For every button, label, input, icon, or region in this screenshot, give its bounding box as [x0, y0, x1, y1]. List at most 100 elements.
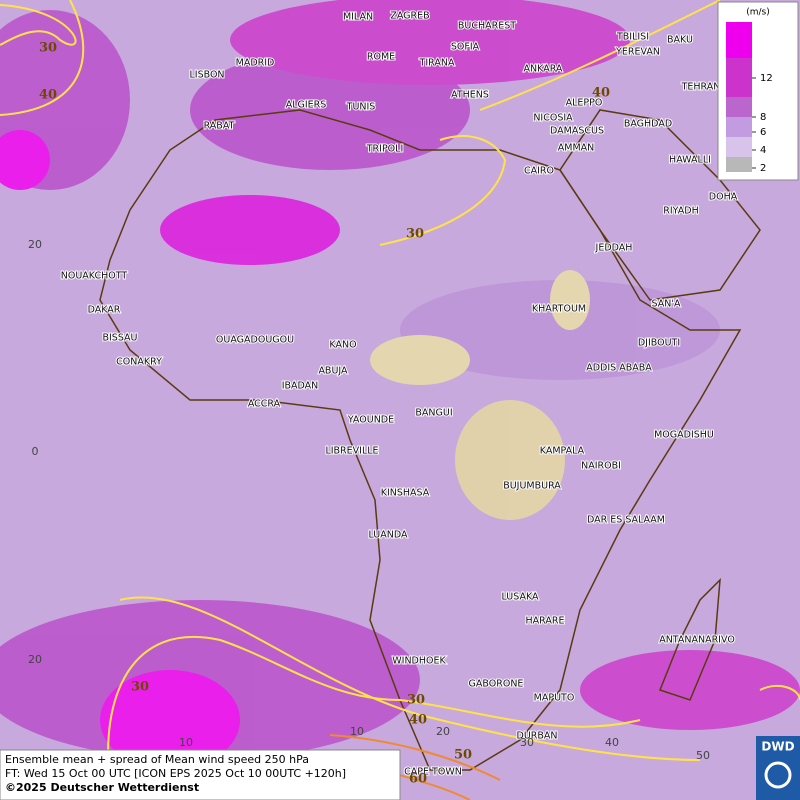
footer-line: FT: Wed 15 Oct 00 UTC [ICON EPS 2025 Oct… [5, 767, 346, 780]
city-label: TBILISI [616, 32, 649, 43]
legend-band [726, 137, 752, 157]
legend-band [726, 157, 752, 172]
city-label: YEREVAN [615, 47, 660, 58]
contour-label: 40 [39, 88, 57, 103]
city-label: LISBON [189, 70, 224, 81]
footer-line: Ensemble mean + spread of Mean wind spee… [5, 753, 309, 766]
contour-label: 60 [409, 772, 427, 787]
city-label: BAKU [667, 35, 693, 46]
lat-label: 20 [28, 653, 42, 666]
city-label: LUSAKA [501, 592, 539, 603]
city-label: AMMAN [558, 143, 595, 154]
city-label: DAMASCUS [550, 126, 604, 137]
contour-label: 40 [592, 86, 610, 101]
city-label: RIYADH [663, 206, 698, 217]
city-label: KAMPALA [540, 446, 585, 457]
city-label: ALGIERS [286, 100, 327, 111]
city-label: BISSAU [102, 333, 137, 344]
wind-fields [0, 0, 800, 770]
city-label: BUJUMBURA [503, 481, 561, 492]
city-label: ROME [367, 52, 395, 63]
city-label: DJIBOUTI [638, 338, 680, 349]
city-label: TEHRAN [681, 82, 721, 93]
city-label: MILAN [343, 12, 373, 23]
city-label: DURBAN [517, 731, 558, 742]
city-label: IBADAN [282, 381, 319, 392]
city-label: CAPE TOWN [404, 767, 462, 778]
city-label: MADRID [236, 58, 275, 69]
contour-label: 30 [407, 693, 425, 708]
logo-text: DWD [761, 740, 794, 754]
city-label: MOGADISHU [654, 430, 714, 441]
lon-label: 10 [350, 725, 364, 738]
city-label: RABAT [204, 121, 235, 132]
city-label: HAWALLI [669, 155, 711, 166]
contour-label: 30 [39, 41, 57, 56]
legend-band [726, 22, 752, 58]
city-label: TUNIS [346, 102, 376, 113]
legend-band [726, 97, 752, 117]
city-label: LIBREVILLE [325, 446, 378, 457]
logo-box [756, 736, 800, 800]
lon-label: 30 [520, 736, 534, 749]
city-label: OUAGADOUGOU [216, 335, 294, 346]
city-label: WINDHOEK [392, 656, 446, 667]
city-label: GABORONE [469, 679, 524, 690]
city-label: ZAGREB [390, 11, 429, 22]
city-label: NOUAKCHOTT [61, 271, 128, 282]
legend-unit: (m/s) [746, 8, 770, 18]
legend-tick-label: 6 [760, 127, 766, 138]
legend-tick-label: 8 [760, 112, 766, 123]
city-label: ALEPPO [566, 98, 603, 109]
city-label: BUCHAREST [458, 21, 516, 32]
footer-box [0, 749, 401, 800]
labels: MILAN ZAGREB BUCHAREST TBILISI BAKU LISBON MAD… [28, 10, 739, 787]
city-label: ACCRA [248, 399, 281, 410]
contours [0, 0, 800, 781]
city-label: NAIROBI [581, 461, 621, 472]
contour-label: 50 [454, 748, 472, 763]
city-label: NICOSIA [533, 113, 573, 124]
city-label: ATHENS [451, 90, 489, 101]
city-label: CONAKRY [116, 357, 162, 368]
coastline [99, 109, 761, 771]
city-label: ABUJA [318, 366, 348, 377]
contour-label: 30 [406, 227, 424, 242]
city-label: BANGUI [415, 408, 452, 419]
legend-tick-label: 12 [760, 73, 773, 84]
city-label: TIRANA [419, 58, 455, 69]
city-label: SAN'A [652, 299, 681, 310]
city-label: KINSHASA [381, 488, 430, 499]
footer-line: ©2025 Deutscher Wetterdienst [5, 781, 199, 794]
city-label: DOHA [709, 192, 738, 203]
city-label: HARARE [526, 616, 565, 627]
city-label: SOFIA [451, 42, 480, 53]
city-label: TRIPOLI [366, 144, 404, 155]
legend-tick-label: 2 [760, 163, 766, 174]
city-label: JEDDAH [595, 243, 633, 254]
city-label: CAIRO [524, 166, 554, 177]
lon-label: 40 [605, 736, 619, 749]
lon-label: 50 [696, 749, 710, 762]
legend-tick-label: 4 [760, 145, 766, 156]
city-label: DAR ES SALAAM [587, 515, 665, 526]
city-label: LUANDA [368, 530, 408, 541]
lon-label: 10 [179, 736, 193, 749]
city-label: ANTANANARIVO [659, 635, 735, 646]
city-label: KHARTOUM [532, 304, 586, 315]
lat-label: 20 [28, 238, 42, 251]
city-label: BAGHDAD [624, 119, 672, 130]
legend-band [726, 58, 752, 97]
contour-label: 30 [131, 680, 149, 695]
city-label: YAOUNDE [347, 415, 394, 426]
lon-label: 20 [436, 725, 450, 738]
city-label: MAPUTO [534, 693, 575, 704]
logo-swirl [764, 761, 792, 789]
city-label: ANKARA [524, 64, 563, 75]
legend-band [726, 117, 752, 137]
contour-label: 40 [409, 713, 427, 728]
lat-label: 0 [32, 445, 39, 458]
city-label: DAKAR [88, 305, 121, 316]
city-label: ADDIS ABABA [586, 363, 652, 374]
